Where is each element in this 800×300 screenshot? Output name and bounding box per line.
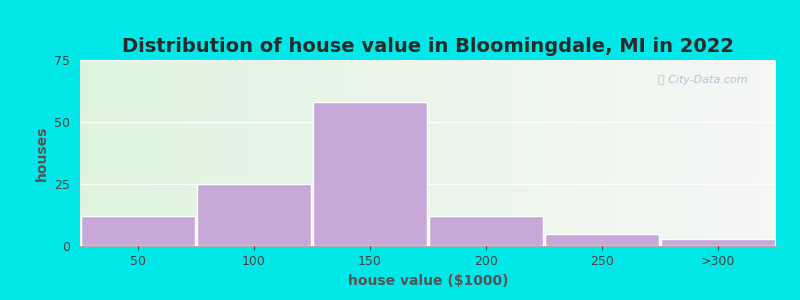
- Bar: [197, 184, 311, 246]
- Bar: [429, 216, 543, 246]
- Title: Distribution of house value in Bloomingdale, MI in 2022: Distribution of house value in Bloomingd…: [122, 37, 734, 56]
- Bar: [545, 234, 659, 246]
- Bar: [313, 102, 427, 246]
- Bar: [81, 216, 195, 246]
- Text: Ⓣ City-Data.com: Ⓣ City-Data.com: [658, 75, 747, 85]
- Bar: [661, 238, 775, 246]
- Y-axis label: houses: houses: [34, 125, 49, 181]
- X-axis label: house value ($1000): house value ($1000): [348, 274, 508, 288]
